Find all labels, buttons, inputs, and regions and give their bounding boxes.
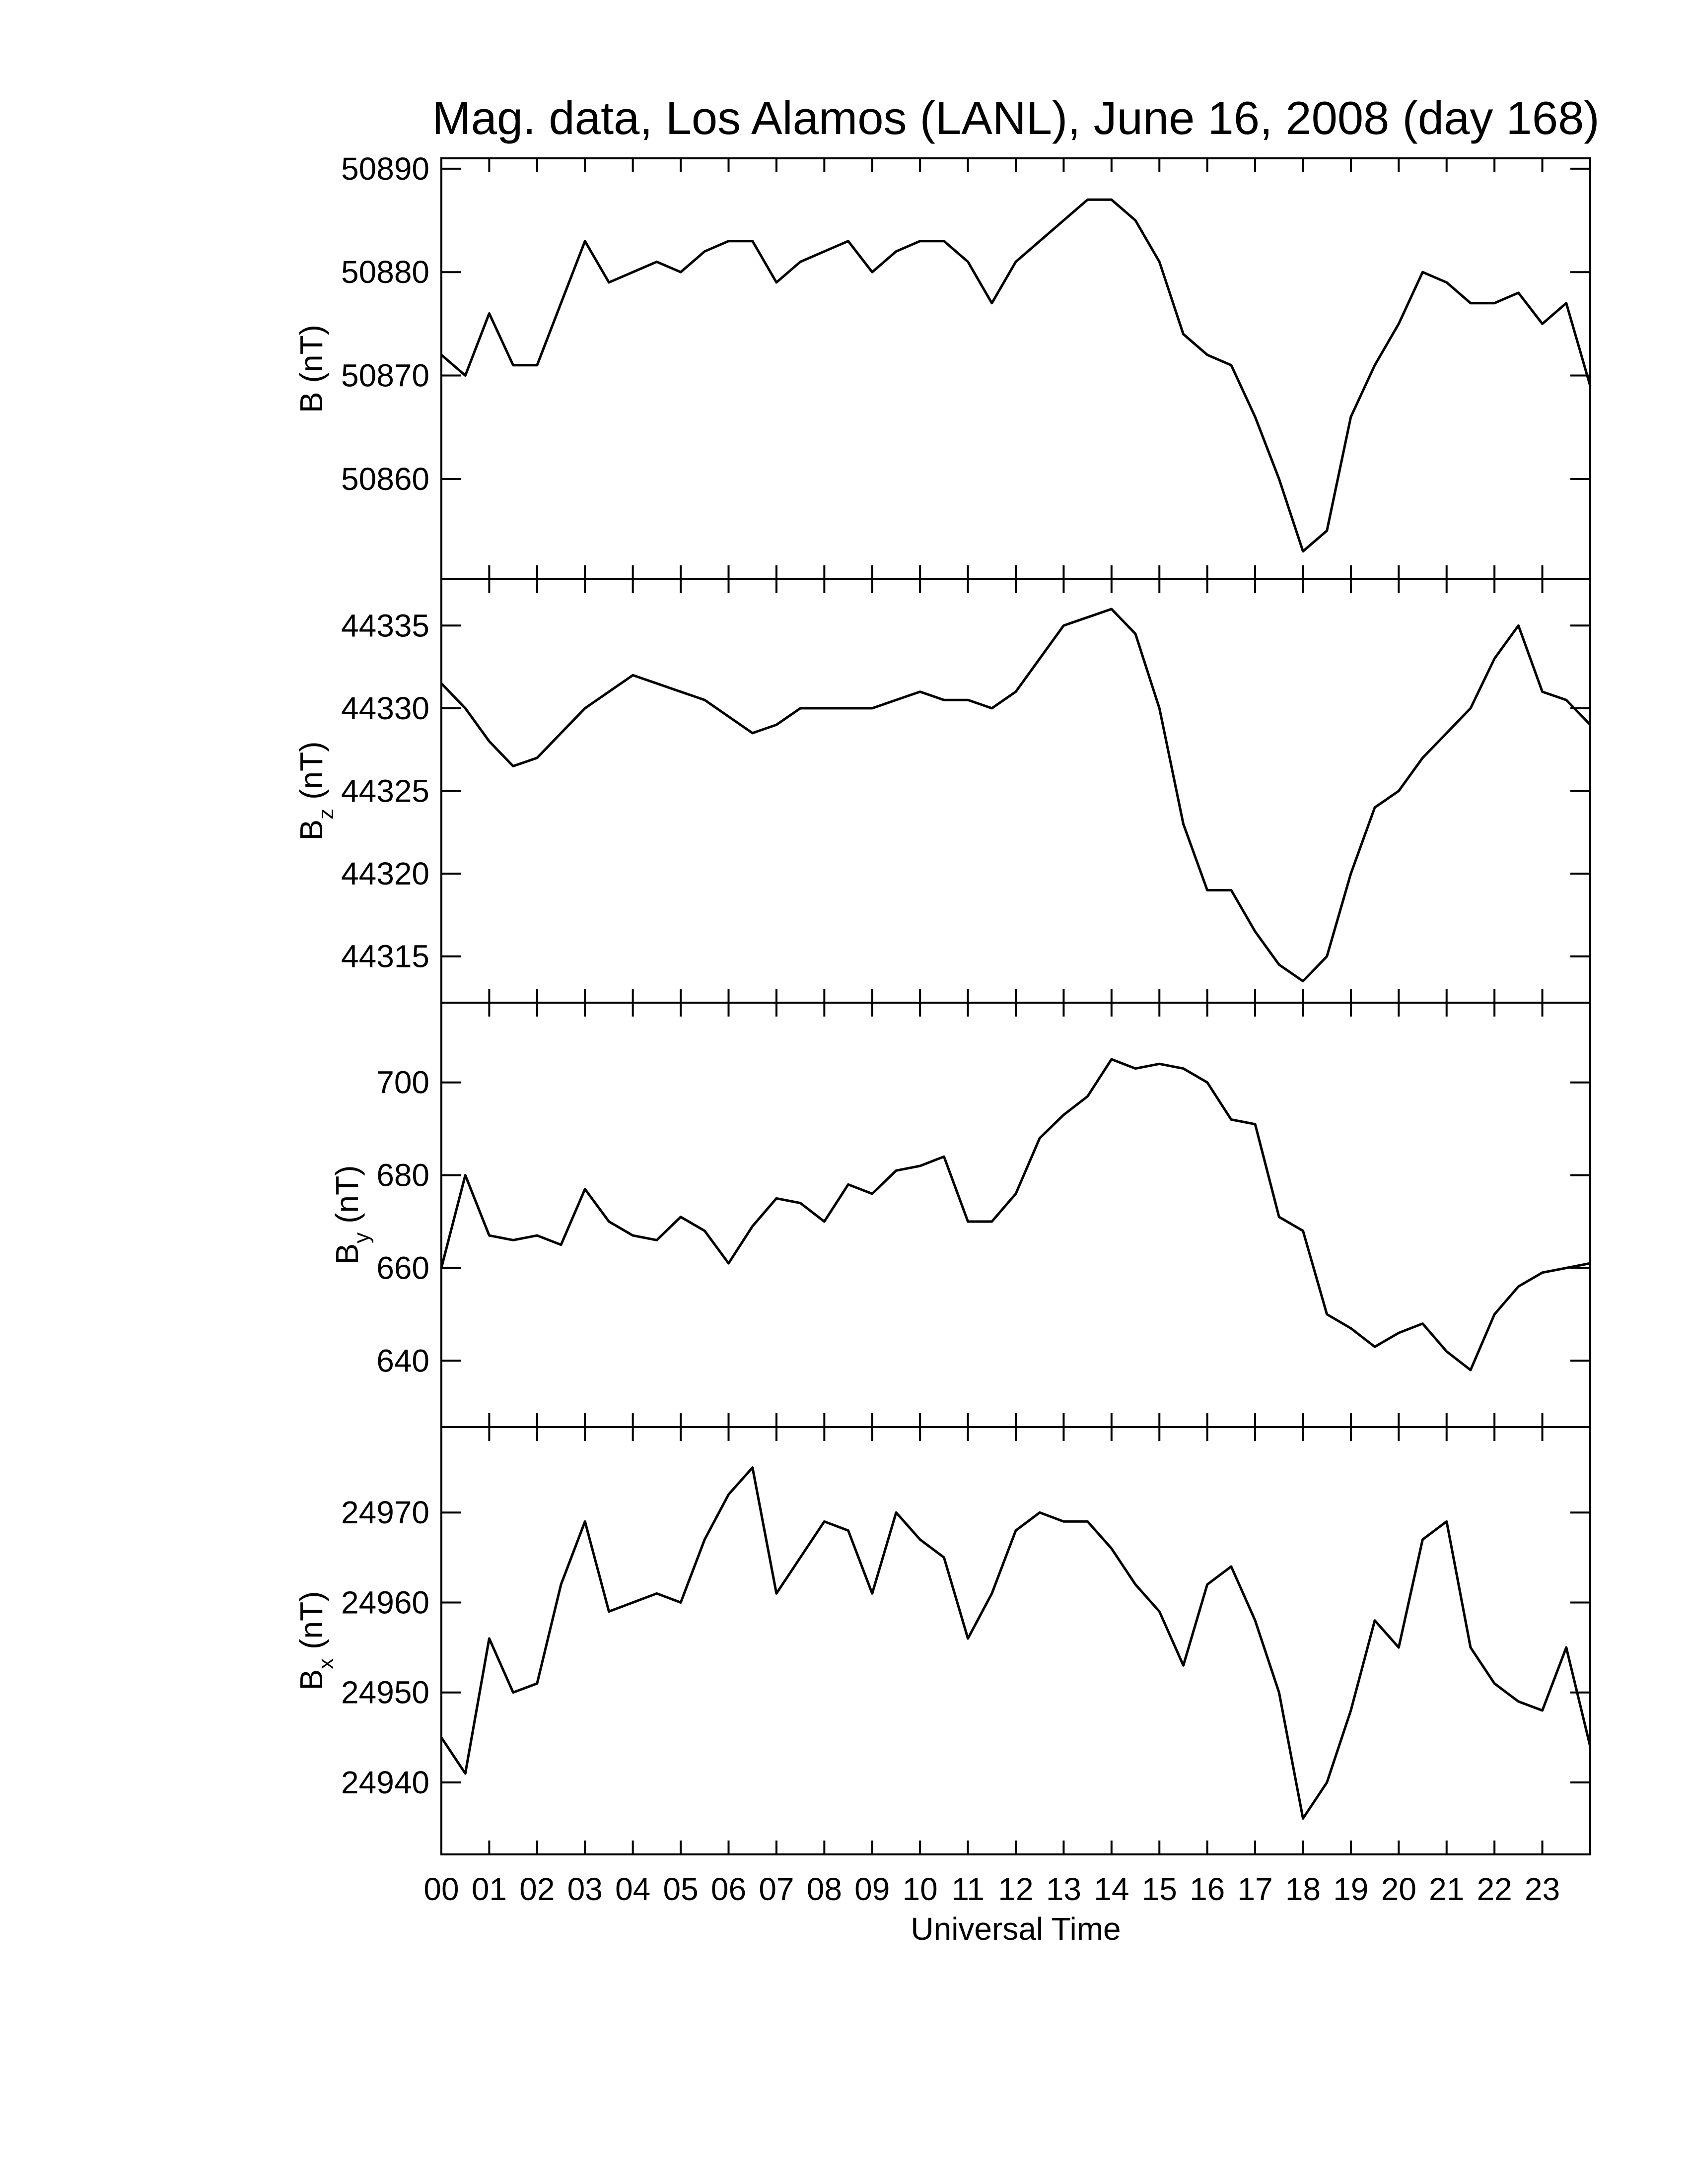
x-tick-label: 18: [1285, 1871, 1321, 1907]
data-line: [440, 1466, 1592, 1820]
x-tick-label: 17: [1237, 1871, 1272, 1907]
y-tick-label: 50860: [341, 461, 429, 497]
y-tick-label: 50890: [341, 151, 429, 187]
x-tick-label: 22: [1477, 1871, 1512, 1907]
x-tick-label: 12: [998, 1871, 1033, 1907]
data-line: [440, 198, 1592, 553]
y-axis-label-unit: (nT): [293, 325, 329, 383]
y-axis-label: By (nT): [329, 1165, 374, 1265]
y-axis-label: B (nT): [293, 325, 329, 413]
y-tick-label: 24940: [341, 1765, 429, 1800]
x-tick-label: 04: [615, 1871, 650, 1907]
x-tick-label: 09: [854, 1871, 890, 1907]
x-tick-label: 00: [423, 1871, 459, 1907]
y-axis-label-sub: z: [314, 809, 338, 819]
y-tick-label: 44335: [341, 608, 429, 643]
y-tick-label: 660: [376, 1250, 429, 1286]
data-line: [440, 1058, 1591, 1371]
x-tick-label: 11: [951, 1871, 984, 1907]
x-tick-label: 07: [759, 1871, 794, 1907]
x-tick-label: 20: [1381, 1871, 1416, 1907]
x-tick-label: 06: [711, 1871, 746, 1907]
y-axis-label: Bz (nT): [293, 742, 338, 841]
plot-frame: [440, 157, 1591, 580]
x-axis-label: Universal Time: [911, 1911, 1121, 1947]
y-axis-label-unit: (nT): [329, 1165, 365, 1224]
y-axis-label-base: B: [293, 392, 329, 413]
y-axis-label-base: B: [329, 1243, 365, 1265]
y-axis-label-sub: x: [314, 1658, 338, 1669]
y-tick-label: 44325: [341, 773, 429, 809]
x-tick-label: 16: [1190, 1871, 1225, 1907]
y-axis-label-base: B: [293, 1669, 329, 1691]
x-tick-label: 05: [663, 1871, 698, 1907]
y-tick-label: 680: [376, 1158, 429, 1193]
y-tick-label: 50880: [341, 254, 429, 290]
plot-frame: [440, 1002, 1591, 1428]
x-tick-label: 08: [807, 1871, 842, 1907]
chart-title: Mag. data, Los Alamos (LANL), June 16, 2…: [432, 92, 1599, 144]
y-tick-label: 24950: [341, 1675, 429, 1710]
x-tick-label: 03: [567, 1871, 603, 1907]
y-tick-label: 44320: [341, 856, 429, 891]
y-tick-label: 640: [376, 1343, 429, 1378]
data-line: [440, 608, 1591, 983]
x-tick-label: 23: [1525, 1871, 1560, 1907]
x-tick-label: 21: [1429, 1871, 1464, 1907]
y-tick-label: 44330: [341, 690, 429, 726]
plot-frame: [440, 578, 1591, 1004]
y-tick-label: 50870: [341, 358, 429, 394]
x-tick-label: 19: [1333, 1871, 1368, 1907]
y-axis-label-sub: y: [350, 1232, 374, 1243]
y-tick-label: 24960: [341, 1584, 429, 1620]
x-tick-label: 10: [903, 1871, 938, 1907]
y-axis-label-unit: (nT): [293, 1591, 329, 1649]
y-axis-label-base: B: [293, 819, 329, 841]
x-tick-label: 15: [1142, 1871, 1177, 1907]
x-tick-label: 01: [472, 1871, 507, 1907]
x-tick-label: 13: [1046, 1871, 1081, 1907]
x-tick-label: 14: [1094, 1871, 1129, 1907]
y-axis-label: Bx (nT): [293, 1591, 338, 1691]
plot-frame: [440, 1426, 1591, 1855]
y-axis-label-unit: (nT): [293, 742, 329, 800]
x-tick-label: 02: [519, 1871, 555, 1907]
y-tick-label: 44315: [341, 939, 429, 974]
y-tick-label: 24970: [341, 1495, 429, 1530]
y-tick-label: 700: [376, 1065, 429, 1100]
